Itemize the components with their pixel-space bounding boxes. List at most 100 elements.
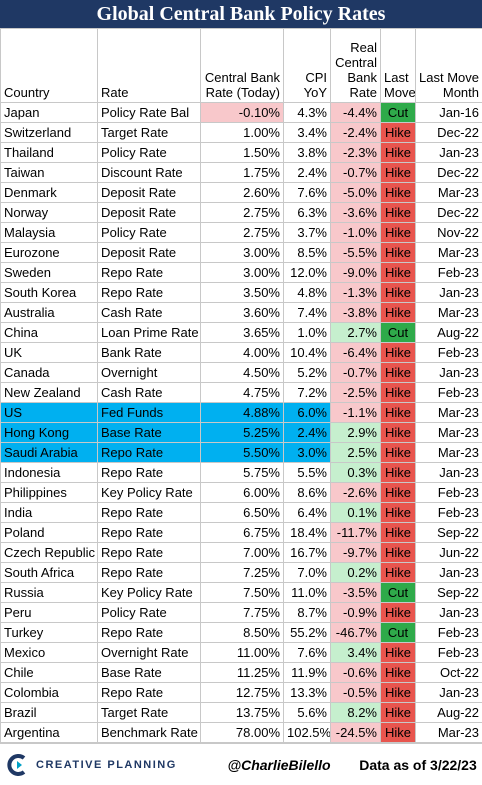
table-cell: Hike — [381, 463, 416, 483]
table-cell: 4.8% — [284, 283, 331, 303]
table-cell: Policy Rate — [98, 603, 201, 623]
table-cell: 11.25% — [201, 663, 284, 683]
table-cell: -6.4% — [331, 343, 381, 363]
table-cell: -0.9% — [331, 603, 381, 623]
table-cell: 11.00% — [201, 643, 284, 663]
column-header: Last Move — [381, 29, 416, 103]
table-cell: 6.4% — [284, 503, 331, 523]
table-cell: Denmark — [1, 183, 98, 203]
table-cell: Feb-23 — [416, 623, 482, 643]
table-cell: Policy Rate — [98, 143, 201, 163]
table-cell: Sep-22 — [416, 523, 482, 543]
table-cell: Repo Rate — [98, 683, 201, 703]
table-cell: UK — [1, 343, 98, 363]
table-cell: Hike — [381, 163, 416, 183]
table-cell: Repo Rate — [98, 543, 201, 563]
table-cell: 7.4% — [284, 303, 331, 323]
table-cell: -1.0% — [331, 223, 381, 243]
table-cell: 78.00% — [201, 723, 284, 743]
table-cell: Jan-23 — [416, 563, 482, 583]
table-cell: Poland — [1, 523, 98, 543]
table-cell: 2.4% — [284, 423, 331, 443]
table-cell: Malaysia — [1, 223, 98, 243]
table-cell: Key Policy Rate — [98, 583, 201, 603]
table-cell: Hike — [381, 443, 416, 463]
table-cell: 0.1% — [331, 503, 381, 523]
table-cell: 8.50% — [201, 623, 284, 643]
table-cell: -0.5% — [331, 683, 381, 703]
table-cell: Australia — [1, 303, 98, 323]
table-cell: Bank Rate — [98, 343, 201, 363]
table-cell: Hong Kong — [1, 423, 98, 443]
table-cell: -5.0% — [331, 183, 381, 203]
table-cell: Hike — [381, 663, 416, 683]
table-cell: Hike — [381, 543, 416, 563]
table-cell: 4.75% — [201, 383, 284, 403]
table-cell: -1.3% — [331, 283, 381, 303]
table-cell: Hike — [381, 563, 416, 583]
table-cell: Jan-16 — [416, 103, 482, 123]
table-cell: 5.50% — [201, 443, 284, 463]
table-cell: Hike — [381, 643, 416, 663]
logo-text: CREATIVE PLANNING — [36, 759, 177, 771]
table-cell: China — [1, 323, 98, 343]
table-cell: 6.3% — [284, 203, 331, 223]
table-cell: 8.6% — [284, 483, 331, 503]
table-cell: 102.5% — [284, 723, 331, 743]
table-cell: Overnight Rate — [98, 643, 201, 663]
table-cell: 11.9% — [284, 663, 331, 683]
table-cell: Hike — [381, 603, 416, 623]
table-cell: -0.10% — [201, 103, 284, 123]
table-cell: Mar-23 — [416, 303, 482, 323]
table-cell: Philippines — [1, 483, 98, 503]
table-cell: Jan-23 — [416, 283, 482, 303]
column-header: CPI YoY — [284, 29, 331, 103]
table-cell: 1.75% — [201, 163, 284, 183]
table-cell: Cash Rate — [98, 383, 201, 403]
table-cell: 3.50% — [201, 283, 284, 303]
table-cell: Deposit Rate — [98, 243, 201, 263]
table-cell: Jun-22 — [416, 543, 482, 563]
table-cell: Colombia — [1, 683, 98, 703]
table-cell: -3.8% — [331, 303, 381, 323]
title: Global Central Bank Policy Rates — [0, 0, 482, 28]
logo-icon — [4, 752, 30, 778]
table-cell: 12.75% — [201, 683, 284, 703]
table-cell: Hike — [381, 243, 416, 263]
table-cell: Brazil — [1, 703, 98, 723]
table-cell: 11.0% — [284, 583, 331, 603]
table-cell: Argentina — [1, 723, 98, 743]
column-header: Real Central Bank Rate — [331, 29, 381, 103]
table-cell: Norway — [1, 203, 98, 223]
table-cell: Repo Rate — [98, 563, 201, 583]
table-cell: 13.75% — [201, 703, 284, 723]
table-cell: Benchmark Rate — [98, 723, 201, 743]
table-cell: Aug-22 — [416, 703, 482, 723]
table-cell: -3.5% — [331, 583, 381, 603]
table-cell: Hike — [381, 683, 416, 703]
table-cell: Aug-22 — [416, 323, 482, 343]
table-cell: Feb-23 — [416, 503, 482, 523]
table-cell: Fed Funds — [98, 403, 201, 423]
table-cell: 7.50% — [201, 583, 284, 603]
table-cell: India — [1, 503, 98, 523]
table-cell: Oct-22 — [416, 663, 482, 683]
table-cell: Feb-23 — [416, 263, 482, 283]
table-cell: Nov-22 — [416, 223, 482, 243]
table-cell: Jan-23 — [416, 683, 482, 703]
table-cell: Canada — [1, 363, 98, 383]
table-cell: -0.6% — [331, 663, 381, 683]
table-cell: Hike — [381, 363, 416, 383]
table-cell: -2.6% — [331, 483, 381, 503]
table-cell: 5.75% — [201, 463, 284, 483]
table-cell: Sep-22 — [416, 583, 482, 603]
